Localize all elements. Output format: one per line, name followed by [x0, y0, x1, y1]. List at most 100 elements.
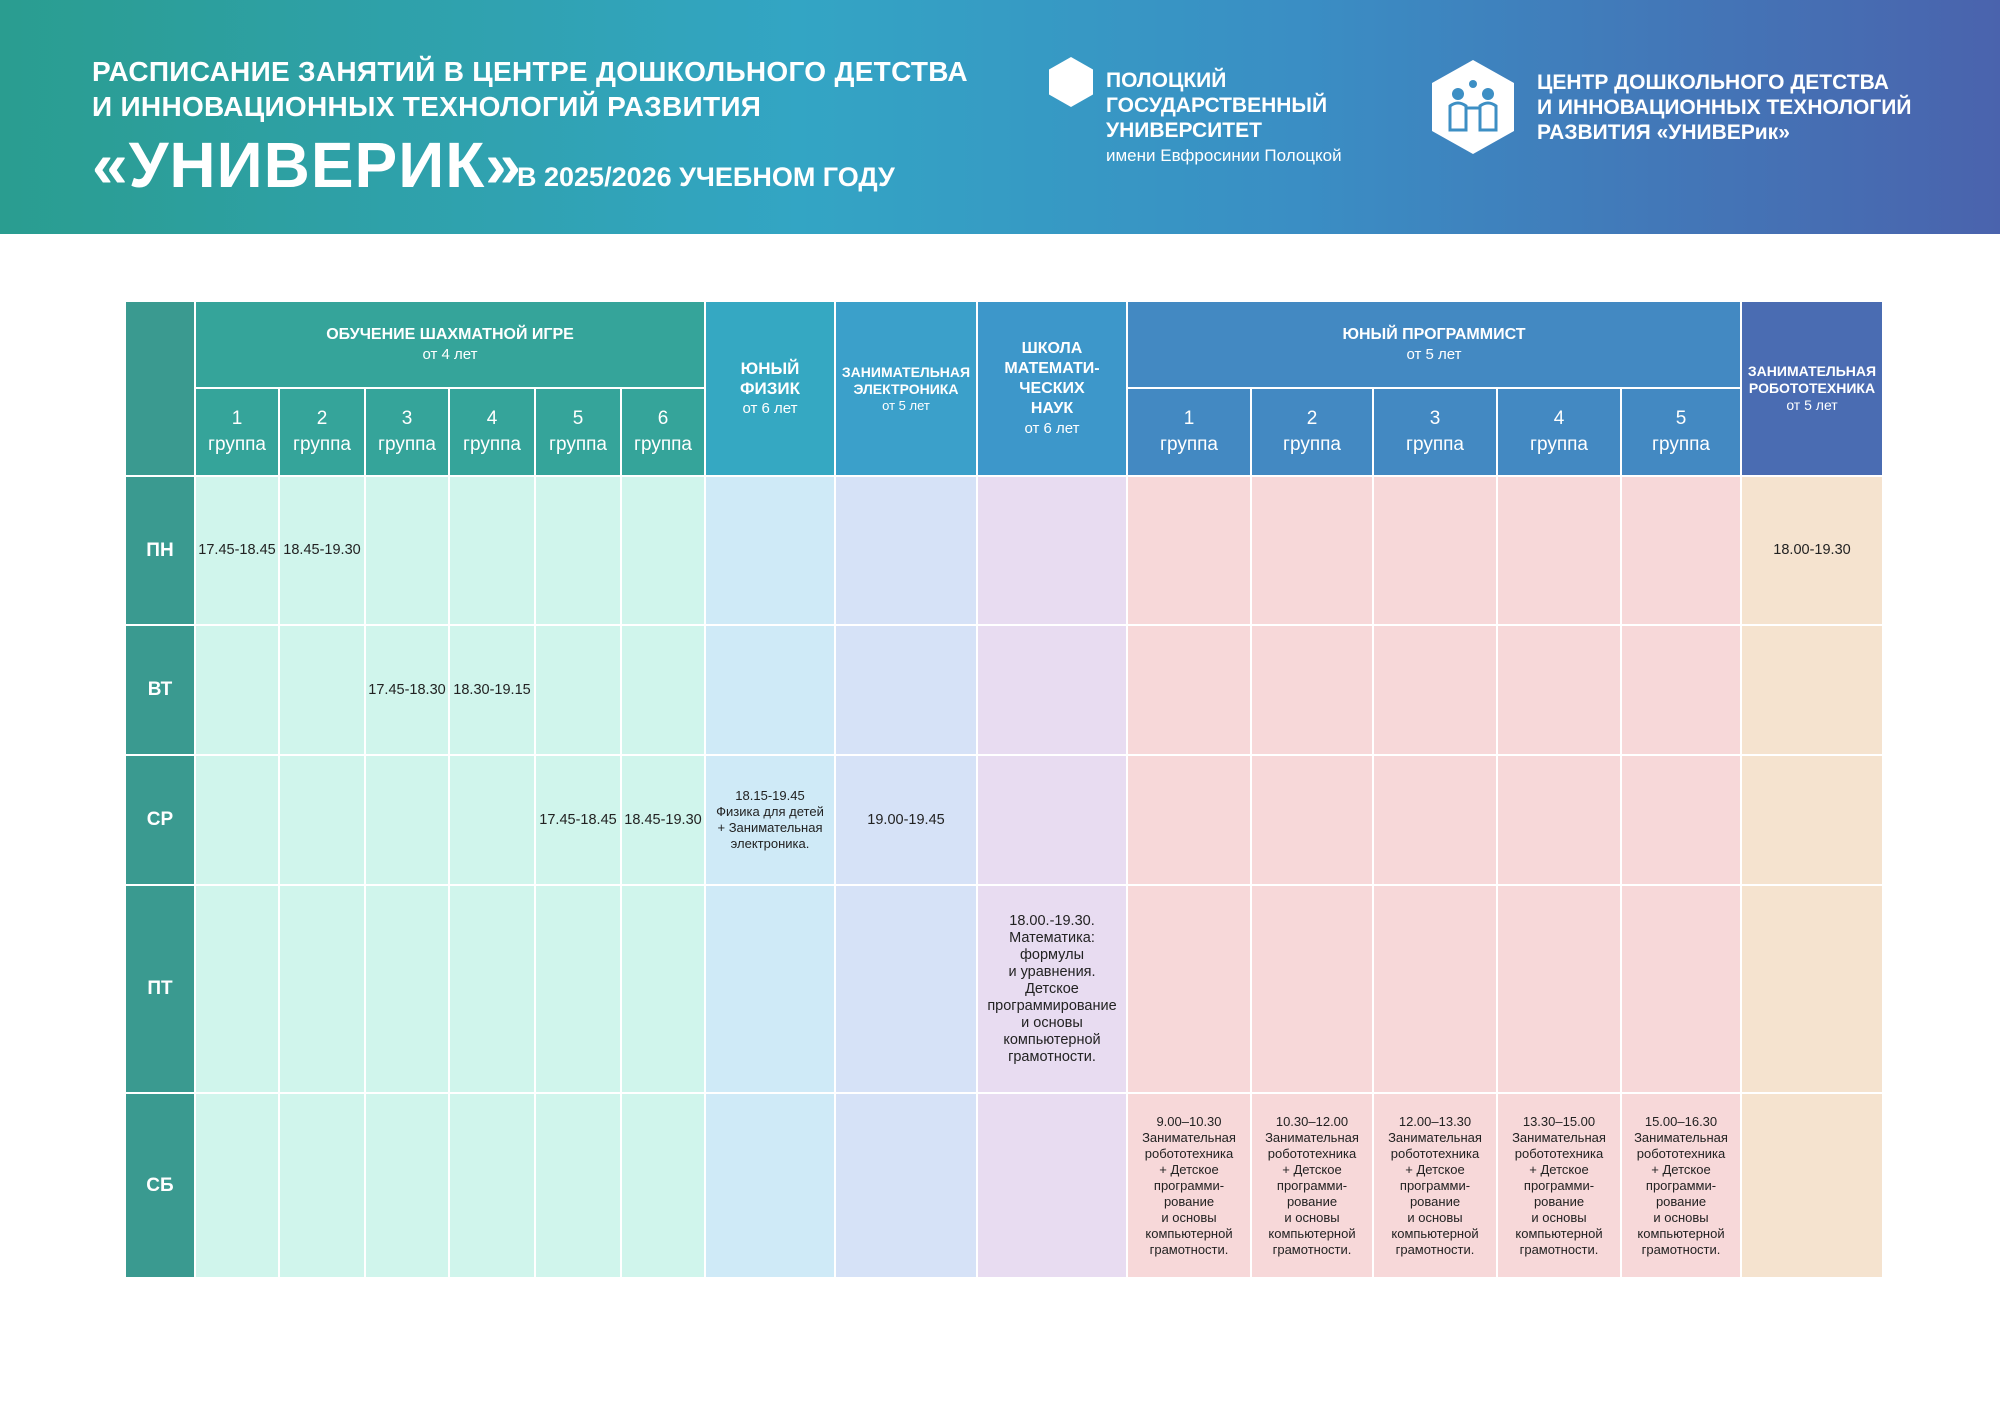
cell-empty — [534, 475, 622, 626]
cell-empty — [1620, 754, 1742, 886]
cell-empty — [278, 884, 366, 1094]
title-brand: «УНИВЕРИК» — [92, 129, 522, 201]
cell-empty — [448, 754, 536, 886]
cell-empty — [1126, 475, 1252, 626]
row-tuesday: ВТ 17.45-18.30 18.30-19.15 — [124, 624, 1884, 756]
day-label: ПН — [124, 475, 196, 626]
center-logo-icon — [1432, 60, 1514, 154]
cell-empty — [834, 884, 978, 1094]
chess-group-1: 1 группа — [194, 387, 280, 477]
cell-empty — [620, 884, 706, 1094]
cell-fri-math: 18.00.-19.30. Математика: формулы и урав… — [976, 884, 1128, 1094]
cell-wed-physics: 18.15-19.45 Физика для детей + Занимател… — [704, 754, 836, 886]
cell-sat-prog-5: 15.00–16.30 Занимательная робототехника + Д… — [1620, 1092, 1742, 1279]
header-young-physicist: ЮНЫЙ ФИЗИК от 6 лет — [704, 300, 836, 477]
day-label: ВТ — [124, 624, 196, 756]
header-young-programmer: ЮНЫЙ ПРОГРАММИСТ от 5 лет — [1126, 300, 1742, 389]
cell-empty — [1372, 624, 1498, 756]
cell-empty — [1126, 884, 1252, 1094]
header-math-school: ШКОЛА МАТЕМАТИ- ЧЕСКИХ НАУК от 6 лет — [976, 300, 1128, 477]
cell-empty — [194, 624, 280, 756]
university-name: ПОЛОЦКИЙ ГОСУДАРСТВЕННЫЙ УНИВЕРСИТЕТ — [1106, 69, 1328, 142]
cell-tue-chess-4: 18.30-19.15 — [448, 624, 536, 756]
chess-group-4: 4 группа — [448, 387, 536, 477]
cell-empty — [704, 624, 836, 756]
cell-empty — [1250, 624, 1374, 756]
prog-group-5: 5 группа — [1620, 387, 1742, 477]
prog-group-4: 4 группа — [1496, 387, 1622, 477]
cell-mon-chess-2: 18.45-19.30 — [278, 475, 366, 626]
cell-empty — [1372, 754, 1498, 886]
cell-wed-electronics: 19.00-19.45 — [834, 754, 978, 886]
cell-empty — [1250, 475, 1374, 626]
row-saturday: СБ 9.00–10.30 Занимательная робототехника +… — [124, 1092, 1884, 1279]
cell-empty — [534, 624, 622, 756]
cell-empty — [834, 624, 978, 756]
cell-empty — [1372, 475, 1498, 626]
cell-empty — [448, 884, 536, 1094]
cell-empty — [364, 475, 450, 626]
cell-empty — [976, 754, 1128, 886]
cell-empty — [1372, 884, 1498, 1094]
cell-empty — [448, 1092, 536, 1279]
header-electronics: ЗАНИМАТЕЛЬНАЯ ЭЛЕКТРОНИКА от 5 лет — [834, 300, 978, 477]
cell-empty — [1250, 754, 1374, 886]
chess-group-3: 3 группа — [364, 387, 450, 477]
cell-empty — [1496, 754, 1622, 886]
title-line-2: И ИННОВАЦИОННЫХ ТЕХНОЛОГИЙ РАЗВИТИЯ — [92, 91, 762, 122]
academic-year: В 2025/2026 УЧЕБНОМ ГОДУ — [517, 162, 895, 192]
title-line-1: РАСПИСАНИЕ ЗАНЯТИЙ В ЦЕНТРЕ ДОШКОЛЬНОГО … — [92, 56, 968, 87]
cell-empty — [278, 754, 366, 886]
cell-empty — [620, 475, 706, 626]
university-logo-icon — [1049, 57, 1093, 107]
cell-empty — [704, 884, 836, 1094]
cell-empty — [364, 1092, 450, 1279]
row-wednesday: СР 17.45-18.45 18.45-19.30 18.15-19.45 Ф… — [124, 754, 1884, 886]
chess-group-6: 6 группа — [620, 387, 706, 477]
cell-empty — [704, 1092, 836, 1279]
cell-empty — [834, 475, 978, 626]
cell-empty — [620, 624, 706, 756]
cell-empty — [364, 884, 450, 1094]
header-banner: РАСПИСАНИЕ ЗАНЯТИЙ В ЦЕНТРЕ ДОШКОЛЬНОГО … — [0, 0, 2000, 234]
center-name: ЦЕНТР ДОШКОЛЬНОГО ДЕТСТВА И ИННОВАЦИОННЫ… — [1537, 71, 1912, 144]
header-chess: ОБУЧЕНИЕ ШАХМАТНОЙ ИГРЕ от 4 лет — [194, 300, 706, 389]
cell-empty — [534, 884, 622, 1094]
cell-empty — [976, 624, 1128, 756]
cell-sat-prog-3: 12.00–13.30 Занимательная робототехника + Д… — [1372, 1092, 1498, 1279]
cell-empty — [976, 1092, 1128, 1279]
cell-empty — [1126, 754, 1252, 886]
cell-empty — [1496, 624, 1622, 756]
cell-wed-chess-5: 17.45-18.45 — [534, 754, 622, 886]
cell-empty — [1620, 624, 1742, 756]
day-label: ПТ — [124, 884, 196, 1094]
cell-empty — [1620, 475, 1742, 626]
cell-empty — [1496, 475, 1622, 626]
cell-empty — [448, 475, 536, 626]
cell-sat-prog-4: 13.30–15.00 Занимательная робототехника + Д… — [1496, 1092, 1622, 1279]
cell-empty — [364, 754, 450, 886]
cell-empty — [1250, 884, 1374, 1094]
cell-mon-chess-1: 17.45-18.45 — [194, 475, 280, 626]
cell-sat-prog-2: 10.30–12.00 Занимательная робототехника + Д… — [1250, 1092, 1374, 1279]
chess-group-5: 5 группа — [534, 387, 622, 477]
cell-empty — [1740, 624, 1884, 756]
cell-wed-chess-6: 18.45-19.30 — [620, 754, 706, 886]
day-label: СБ — [124, 1092, 196, 1279]
cell-empty — [534, 1092, 622, 1279]
cell-sat-prog-1: 9.00–10.30 Занимательная робототехника + Де… — [1126, 1092, 1252, 1279]
chess-group-2: 2 группа — [278, 387, 366, 477]
cell-empty — [620, 1092, 706, 1279]
cell-empty — [1496, 884, 1622, 1094]
schedule-table: ОБУЧЕНИЕ ШАХМАТНОЙ ИГРЕ от 4 лет ЮНЫЙ ФИ… — [124, 300, 1884, 1279]
cell-empty — [1740, 884, 1884, 1094]
day-label: СР — [124, 754, 196, 886]
prog-group-1: 1 группа — [1126, 387, 1252, 477]
cell-empty — [194, 884, 280, 1094]
row-friday: ПТ 18.00.-19.30. Математика: формулы и у… — [124, 884, 1884, 1094]
header-robotics: ЗАНИМАТЕЛЬНАЯ РОБОТОТЕХНИКА от 5 лет — [1740, 300, 1884, 477]
cell-empty — [1620, 884, 1742, 1094]
cell-empty — [704, 475, 836, 626]
cell-empty — [1126, 624, 1252, 756]
cell-empty — [1740, 1092, 1884, 1279]
